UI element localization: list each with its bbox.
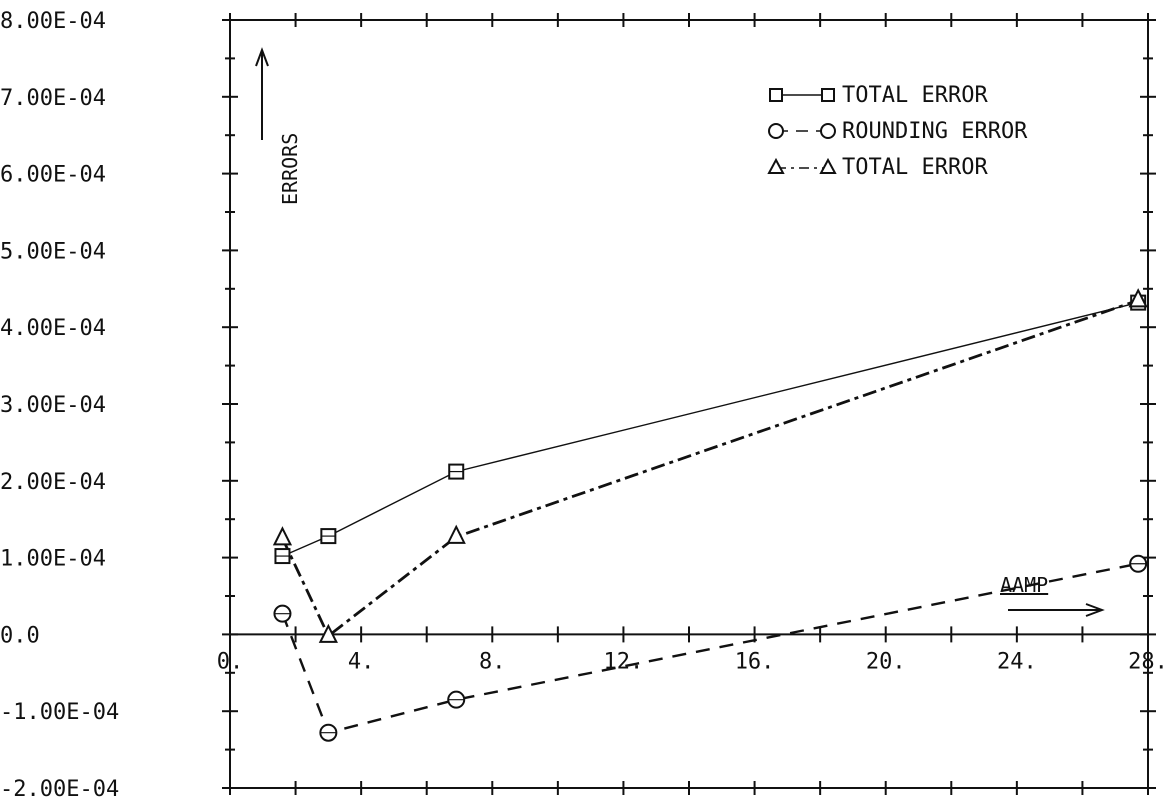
y-tick-label: 3.00E-04 [0, 393, 106, 418]
legend-swatch-square-marker [769, 88, 783, 102]
x-tick-label: 8. [479, 649, 506, 674]
legend-item-rounding-error: ROUNDING ERROR [768, 119, 1028, 144]
x-axis-title: AAMP [1000, 573, 1048, 597]
legend-item-total-error-square: TOTAL ERROR [769, 83, 988, 108]
y-axis-ticks: 8.00E-04 7.00E-04 6.00E-04 5.00E-04 4.00E-04… [0, 9, 1156, 802]
legend-label-series-1: TOTAL ERROR [842, 83, 988, 108]
series-line-2 [281, 562, 1139, 735]
y-tick-label: 0.0 [0, 623, 40, 648]
x-tick-label: 16. [735, 649, 775, 674]
data-point-triangle [1128, 288, 1148, 308]
y-axis-title-group: ERRORS [255, 47, 302, 205]
legend-label-series-2: ROUNDING ERROR [842, 119, 1028, 144]
legend: TOTAL ERROR ROUNDING ERROR TOTAL ERROR [767, 83, 1028, 180]
legend-swatch-triangle-marker [819, 157, 837, 174]
legend-swatch-circle-marker [820, 123, 836, 139]
series-lines [281, 298, 1139, 735]
x-tick-label: 12. [604, 649, 644, 674]
series-markers [272, 288, 1148, 742]
legend-swatch-square-marker [821, 88, 835, 102]
y-tick-label: 2.00E-04 [0, 470, 106, 495]
series-line-3 [281, 298, 1139, 639]
legend-swatch-triangle-marker [767, 157, 785, 174]
x-tick-label: 4. [348, 649, 375, 674]
y-tick-label: 1.00E-04 [0, 547, 106, 572]
y-tick-label: 8.00E-04 [0, 9, 106, 34]
x-tick-label: 20. [866, 649, 906, 674]
legend-item-total-error-triangle: TOTAL ERROR [767, 155, 988, 180]
x-axis-arrow-head [1085, 603, 1105, 617]
y-axis-arrow-head [255, 47, 269, 67]
x-tick-label: 28. [1128, 649, 1168, 674]
series-line-1 [282, 301, 1139, 557]
y-tick-label: 5.00E-04 [0, 239, 106, 264]
x-tick-label: 0. [217, 649, 244, 674]
legend-swatch-circle-marker [768, 123, 784, 139]
x-tick-label: 24. [997, 649, 1037, 674]
y-tick-label: -2.00E-04 [0, 777, 119, 802]
y-tick-label: -1.00E-04 [0, 700, 119, 725]
x-axis-ticks: 0. 4. 8. 12. 16. 20. 24. 28. [217, 13, 1168, 795]
data-point-triangle [318, 623, 338, 643]
data-point-triangle [272, 526, 293, 546]
data-point-triangle [446, 524, 466, 544]
legend-label-series-3: TOTAL ERROR [842, 155, 988, 180]
y-tick-label: 7.00E-04 [0, 86, 106, 111]
x-axis-title-group: AAMP [1000, 573, 1105, 617]
y-tick-label: 4.00E-04 [0, 316, 106, 341]
y-axis-title: ERRORS [278, 133, 302, 205]
y-tick-label: 6.00E-04 [0, 163, 106, 188]
